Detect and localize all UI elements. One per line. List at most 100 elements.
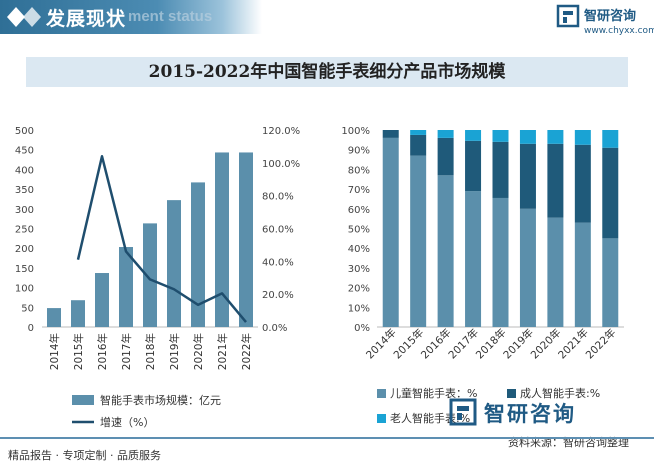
bar-market-size — [239, 152, 253, 327]
bar-segment-child — [547, 217, 564, 327]
line-growth-rate — [76, 155, 247, 323]
brand-name: 智研咨询 — [584, 9, 637, 24]
y-left-tick-label: 450 — [15, 146, 34, 157]
diamond-icon — [7, 7, 41, 27]
bar-segment-elderly — [547, 130, 564, 144]
bar-segment-adult — [382, 130, 399, 138]
bar-segment-elderly — [492, 130, 509, 142]
y-left-tick-label: 150 — [15, 264, 34, 275]
legend-swatch-market-size — [72, 395, 94, 405]
x-tick-label: 2022年 — [583, 326, 619, 362]
bar-segment-child — [519, 208, 536, 327]
x-tick-label: 2020年 — [192, 333, 205, 370]
y-tick-label: 40% — [348, 244, 370, 255]
bar-segment-child — [382, 137, 399, 327]
brand-url: www.chyxx.com — [584, 26, 654, 36]
x-tick-label: 2016年 — [96, 333, 109, 370]
bar-segment-adult — [602, 147, 619, 239]
y-tick-label: 0% — [354, 323, 370, 334]
y-left-tick-label: 400 — [15, 165, 34, 176]
bar-market-size — [167, 200, 181, 327]
x-tick-label: 2017年 — [120, 333, 133, 370]
y-left-tick-label: 350 — [15, 185, 34, 196]
footer-brand: 智研咨询 — [484, 402, 576, 426]
header-watermark: ment status — [128, 8, 213, 25]
x-tick-label: 2021年 — [216, 333, 229, 370]
bar-segment-adult — [437, 137, 454, 176]
header: 发展现状 ment status 智研咨询 www.chyxx.com — [0, 0, 654, 44]
chart-title: 2015-2022年中国智能手表细分产品市场规模 — [148, 62, 506, 82]
bar-segment-child — [465, 191, 482, 327]
bar-market-size — [119, 247, 133, 327]
y-right-tick-label: 40.0% — [262, 257, 294, 268]
bar-market-size — [95, 273, 109, 327]
y-tick-label: 20% — [348, 284, 370, 295]
section-title: 发展现状 — [46, 8, 127, 30]
y-left-tick-label: 200 — [15, 244, 34, 255]
y-right-tick-label: 60.0% — [262, 225, 294, 236]
bar-market-size — [191, 182, 205, 327]
legend-label-child: 儿童智能手表：% — [390, 386, 477, 400]
y-left-tick-label: 300 — [15, 205, 34, 216]
left-combo-chart: 0 50 100 150 200 250 300 350 400 450 500 0.0% 20.0% 4… — [15, 126, 300, 429]
bar-segment-elderly — [465, 130, 482, 141]
y-left-tick-label: 500 — [15, 126, 34, 137]
y-right-tick-label: 80.0% — [262, 192, 294, 203]
y-tick-label: 60% — [348, 205, 370, 216]
legend-label-growth: 增速（%） — [100, 415, 154, 429]
bar-segment-child — [492, 197, 509, 327]
bar-segment-elderly — [574, 130, 591, 145]
bar-segment-elderly — [602, 130, 619, 148]
bar-segment-adult — [465, 140, 482, 192]
y-tick-label: 30% — [348, 264, 370, 275]
x-tick-label: 2018年 — [144, 333, 157, 370]
bar-segment-elderly — [519, 130, 536, 144]
x-tick-label: 2019年 — [168, 333, 181, 370]
footer-divider — [0, 437, 654, 439]
y-tick-label: 50% — [348, 225, 370, 236]
y-right-tick-label: 0.0% — [262, 323, 287, 334]
y-tick-label: 10% — [348, 303, 370, 314]
legend-swatch-adult — [507, 389, 516, 398]
x-tick-label: 2014年 — [48, 333, 61, 370]
bar-segment-adult — [410, 134, 427, 156]
y-tick-label: 100% — [341, 126, 370, 137]
y-left-tick-label: 50 — [21, 303, 34, 314]
right-stacked-chart: 0%10%20%30%40%50%60%70%80%90%100%2014年20… — [341, 126, 624, 425]
legend-label-market-size: 智能手表市场规模：亿元 — [100, 393, 221, 407]
bar-segment-child — [437, 175, 454, 327]
bar-segment-adult — [519, 143, 536, 209]
chart-title-banner: 2015-2022年中国智能手表细分产品市场规模 — [26, 57, 628, 87]
header-bar — [0, 0, 262, 34]
x-tick-label: 2022年 — [240, 333, 253, 370]
legend-swatch-elderly — [377, 414, 386, 423]
y-left-tick-label: 0 — [28, 323, 34, 334]
bar-market-size — [47, 308, 61, 327]
y-right-tick-label: 120.0% — [262, 126, 300, 137]
brand-logo-icon — [556, 4, 580, 28]
y-tick-label: 70% — [348, 185, 370, 196]
footer-logo-icon — [449, 398, 477, 426]
legend-swatch-child — [377, 389, 386, 398]
y-tick-label: 90% — [348, 146, 370, 157]
footer-slogan: 精品报告 · 专项定制 · 品质服务 — [8, 449, 161, 462]
bar-segment-child — [602, 238, 619, 327]
bar-segment-adult — [547, 143, 564, 218]
legend-label-adult: 成人智能手表:% — [520, 386, 600, 400]
bar-market-size — [143, 223, 157, 327]
bar-segment-child — [410, 155, 427, 327]
bar-segment-adult — [492, 141, 509, 198]
bar-segment-elderly — [437, 130, 454, 138]
y-right-tick-label: 100.0% — [262, 159, 300, 170]
y-left-tick-label: 100 — [15, 284, 34, 295]
y-tick-label: 80% — [348, 165, 370, 176]
bar-segment-adult — [574, 144, 591, 223]
data-source: 资料来源：智研咨询整理 — [508, 436, 629, 449]
x-tick-label: 2015年 — [72, 333, 85, 370]
bar-segment-child — [574, 222, 591, 327]
bar-segment-elderly — [410, 130, 427, 135]
bar-market-size — [215, 152, 229, 327]
y-left-tick-label: 250 — [15, 225, 34, 236]
y-right-tick-label: 20.0% — [262, 290, 294, 301]
bar-market-size — [71, 300, 85, 327]
